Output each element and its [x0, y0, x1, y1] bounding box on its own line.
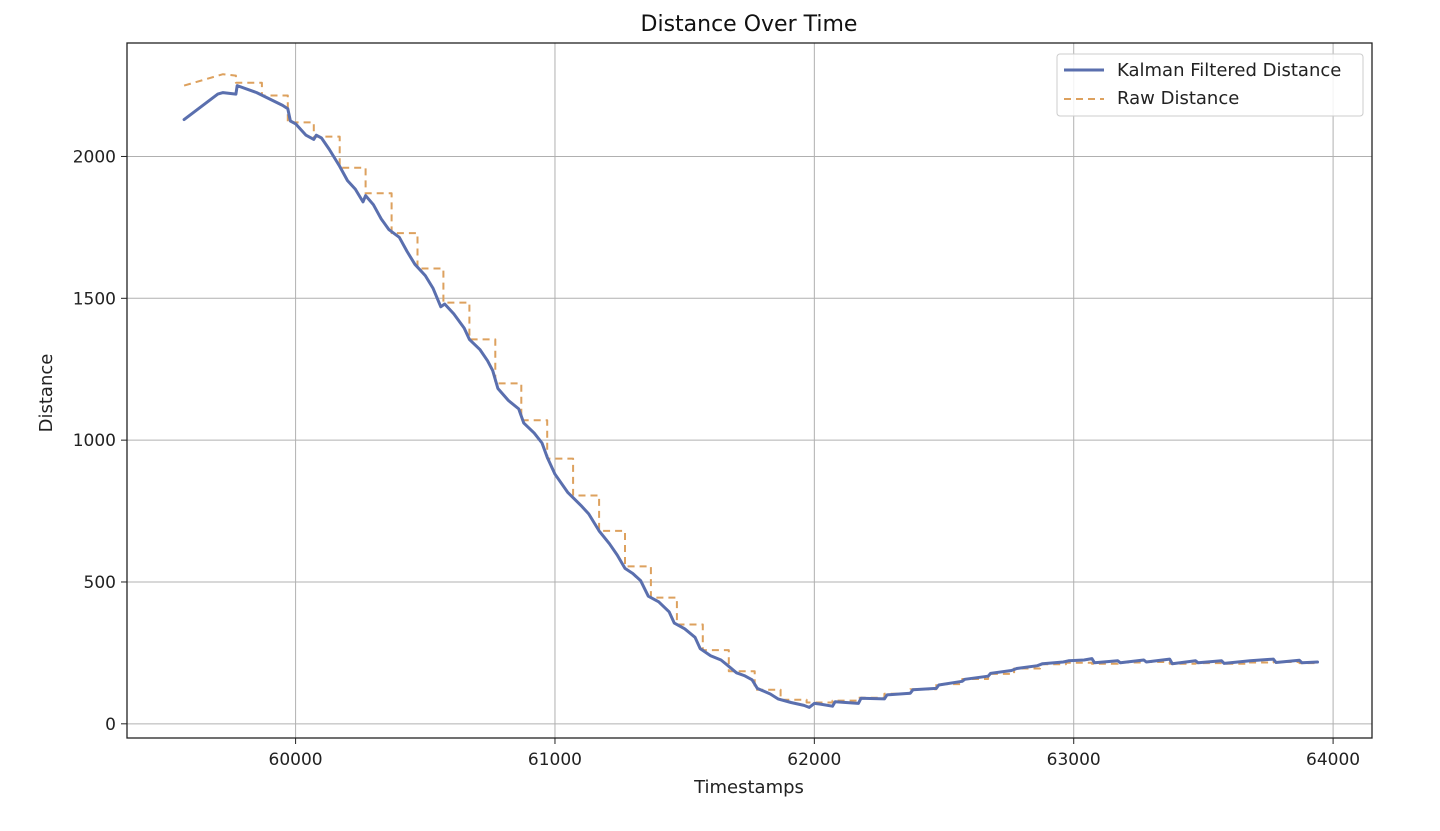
plot-frame: [126, 42, 1373, 739]
y-axis-label: Distance: [36, 354, 57, 433]
x-axis-label: Timestamps: [693, 777, 804, 798]
x-tick-label: 60000: [269, 750, 323, 770]
y-tick-label: 1500: [73, 289, 116, 309]
legend-label-raw: Raw Distance: [1117, 88, 1239, 109]
grid: [127, 43, 1372, 738]
chart-title: Distance Over Time: [641, 12, 858, 37]
y-tick-label: 500: [84, 573, 116, 593]
series-group: [182, 73, 1319, 709]
y-tick-label: 0: [105, 715, 116, 735]
x-tick-label: 64000: [1306, 750, 1360, 770]
x-axis-ticks: 60000 61000 62000 63000 64000: [269, 738, 1360, 770]
legend: Kalman Filtered Distance Raw Distance: [1056, 53, 1364, 117]
x-tick-label: 63000: [1047, 750, 1101, 770]
x-tick-label: 61000: [528, 750, 582, 770]
y-tick-label: 1000: [73, 431, 116, 451]
raw-distance-line: [183, 73, 1318, 704]
x-tick-label: 62000: [787, 750, 841, 770]
y-tick-label: 2000: [73, 147, 116, 167]
y-axis-ticks: 0 500 1000 1500 2000: [73, 147, 127, 735]
legend-label-kalman: Kalman Filtered Distance: [1117, 60, 1341, 81]
legend-box: [1056, 53, 1364, 117]
kalman-filtered-line: [182, 84, 1319, 709]
